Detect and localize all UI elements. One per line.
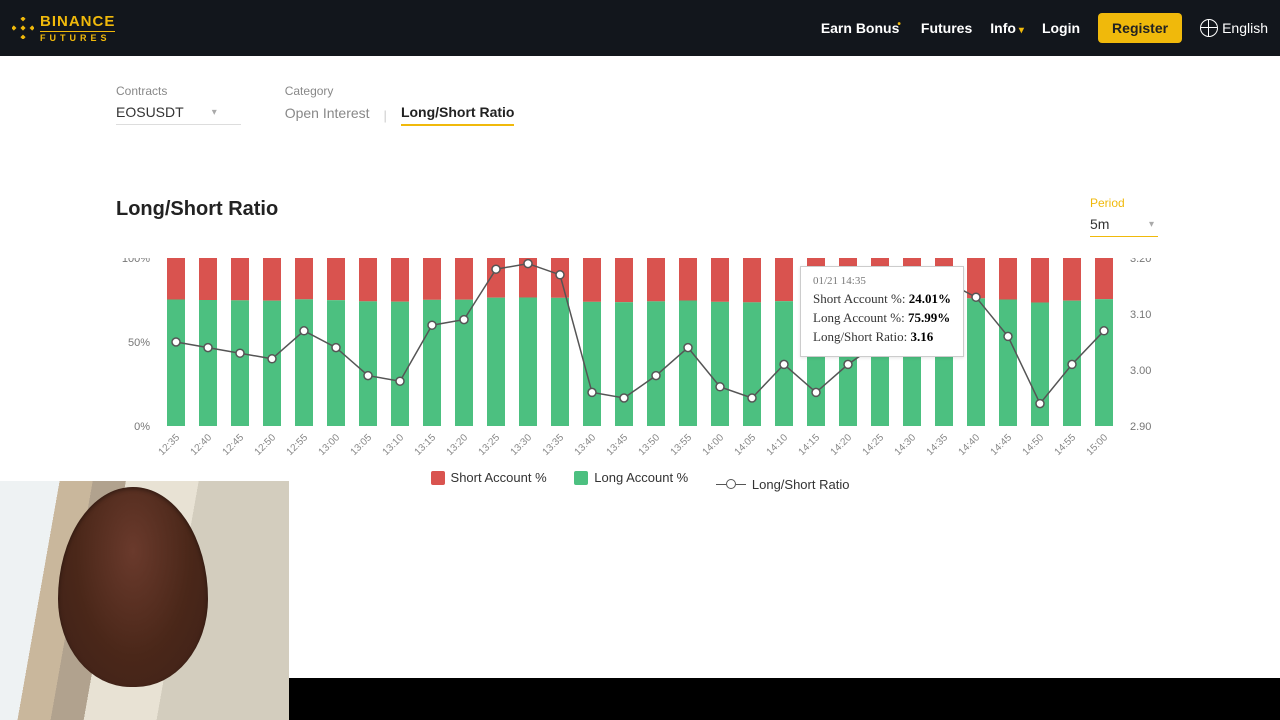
svg-text:14:55: 14:55	[1053, 432, 1079, 458]
svg-text:12:35: 12:35	[157, 432, 183, 458]
svg-text:2.90: 2.90	[1130, 421, 1151, 433]
svg-text:13:05: 13:05	[349, 432, 375, 458]
nav-earn-bonus[interactable]: Earn Bonus•	[821, 20, 903, 36]
filter-controls: Contracts EOSUSDT▾ Category Open Interes…	[116, 84, 514, 126]
bottom-bar	[289, 678, 1280, 720]
svg-text:14:50: 14:50	[1021, 432, 1047, 458]
svg-text:14:20: 14:20	[829, 432, 855, 458]
period-control: Period 5m▾	[1090, 196, 1158, 237]
tooltip-timestamp: 01/21 14:35	[813, 275, 951, 287]
legend-ratio[interactable]: Long/Short Ratio	[716, 477, 850, 492]
svg-text:13:50: 13:50	[637, 432, 663, 458]
nav-login[interactable]: Login	[1042, 20, 1080, 36]
svg-text:3.20: 3.20	[1130, 258, 1151, 265]
webcam-overlay	[0, 481, 289, 720]
svg-text:13:35: 13:35	[541, 432, 567, 458]
svg-text:0%: 0%	[134, 421, 150, 433]
brand-name: BINANCE	[40, 14, 115, 29]
svg-text:13:30: 13:30	[509, 432, 535, 458]
svg-text:12:40: 12:40	[189, 432, 215, 458]
nav-info[interactable]: Info▾	[990, 20, 1024, 36]
svg-text:13:20: 13:20	[445, 432, 471, 458]
logo[interactable]: BINANCE FUTURES	[12, 14, 115, 43]
svg-text:14:15: 14:15	[797, 432, 823, 458]
tab-long-short-ratio[interactable]: Long/Short Ratio	[401, 104, 515, 126]
register-button[interactable]: Register	[1098, 13, 1182, 43]
long-short-chart[interactable]: 0% 50% 100% 2.90 3.00 3.10 3.20 12:3512:4012:45…	[116, 258, 1160, 488]
svg-text:13:55: 13:55	[669, 432, 695, 458]
top-nav: BINANCE FUTURES Earn Bonus• Futures Info…	[0, 0, 1280, 56]
nav-futures[interactable]: Futures	[921, 20, 972, 36]
svg-text:13:45: 13:45	[605, 432, 631, 458]
chart-tooltip: 01/21 14:35 Short Account %: 24.01% Long…	[800, 266, 964, 357]
svg-text:13:00: 13:00	[317, 432, 343, 458]
category-label: Category	[285, 84, 515, 98]
svg-text:13:25: 13:25	[477, 432, 503, 458]
svg-text:12:50: 12:50	[253, 432, 279, 458]
contracts-label: Contracts	[116, 84, 241, 98]
svg-text:14:10: 14:10	[765, 432, 791, 458]
svg-text:14:05: 14:05	[733, 432, 759, 458]
legend-long[interactable]: Long Account %	[574, 470, 688, 485]
svg-text:13:15: 13:15	[413, 432, 439, 458]
svg-text:3.00: 3.00	[1130, 365, 1151, 377]
brand-sub: FUTURES	[40, 31, 115, 43]
chart-title: Long/Short Ratio	[116, 198, 278, 221]
svg-text:14:40: 14:40	[957, 432, 983, 458]
tab-open-interest[interactable]: Open Interest	[285, 105, 370, 125]
svg-text:14:00: 14:00	[701, 432, 727, 458]
svg-text:50%: 50%	[128, 337, 150, 349]
svg-text:13:40: 13:40	[573, 432, 599, 458]
svg-text:100%: 100%	[122, 258, 150, 265]
svg-text:14:25: 14:25	[861, 432, 887, 458]
svg-text:14:35: 14:35	[925, 432, 951, 458]
svg-text:14:30: 14:30	[893, 432, 919, 458]
svg-text:15:00: 15:00	[1085, 432, 1111, 458]
period-select[interactable]: 5m▾	[1090, 216, 1158, 237]
period-label: Period	[1090, 196, 1158, 210]
svg-text:12:45: 12:45	[221, 432, 247, 458]
legend-short[interactable]: Short Account %	[431, 470, 547, 485]
svg-text:14:45: 14:45	[989, 432, 1015, 458]
globe-icon	[1200, 19, 1218, 37]
language-selector[interactable]: English	[1200, 19, 1268, 37]
svg-text:3.10: 3.10	[1130, 309, 1151, 321]
svg-text:12:55: 12:55	[285, 432, 311, 458]
contract-select[interactable]: EOSUSDT▾	[116, 104, 241, 125]
svg-text:13:10: 13:10	[381, 432, 407, 458]
